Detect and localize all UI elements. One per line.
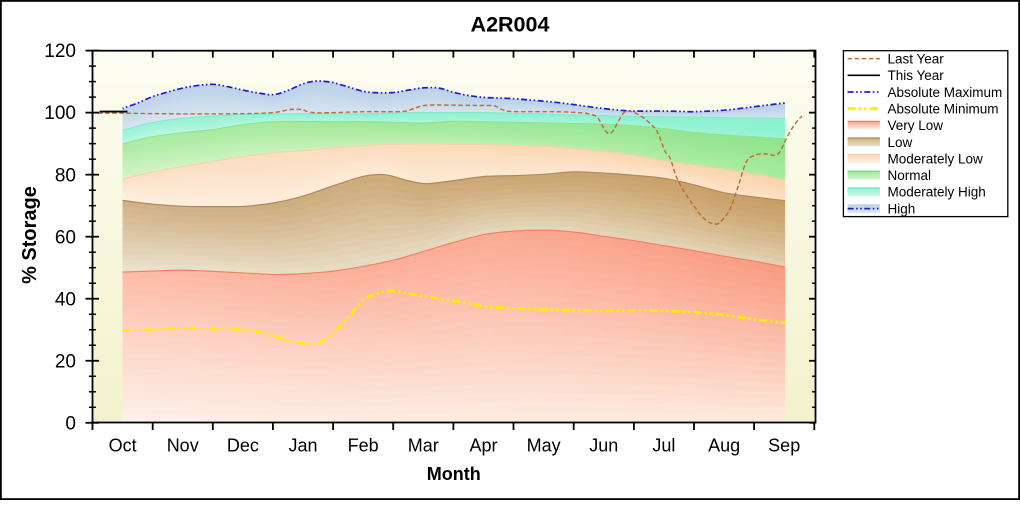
svg-text:Jul: Jul (652, 436, 675, 456)
svg-text:Mar: Mar (408, 436, 439, 456)
svg-text:Absolute Minimum: Absolute Minimum (888, 102, 999, 117)
svg-text:Jan: Jan (288, 436, 317, 456)
svg-text:Absolute Maximum: Absolute Maximum (888, 85, 1003, 100)
svg-text:Normal: Normal (888, 168, 932, 183)
svg-text:0: 0 (65, 413, 76, 434)
svg-text:A2R004: A2R004 (471, 13, 550, 37)
svg-text:Moderately Low: Moderately Low (888, 151, 984, 166)
svg-text:Low: Low (888, 135, 913, 150)
svg-text:Last Year: Last Year (888, 52, 945, 67)
svg-text:Moderately High: Moderately High (888, 185, 986, 200)
svg-text:80: 80 (55, 165, 76, 186)
svg-text:Very Low: Very Low (888, 118, 944, 133)
svg-text:Aug: Aug (708, 436, 740, 456)
svg-text:% Storage: % Storage (19, 186, 41, 284)
svg-text:20: 20 (55, 351, 76, 372)
svg-text:This Year: This Year (888, 68, 945, 83)
svg-text:High: High (888, 201, 916, 216)
svg-text:Sep: Sep (768, 436, 800, 456)
svg-text:Dec: Dec (227, 436, 259, 456)
svg-text:Jun: Jun (589, 436, 618, 456)
svg-text:60: 60 (55, 227, 76, 248)
svg-text:Feb: Feb (348, 436, 379, 456)
svg-text:40: 40 (55, 289, 76, 310)
svg-text:120: 120 (44, 41, 76, 62)
svg-text:Nov: Nov (167, 436, 199, 456)
svg-text:100: 100 (44, 103, 76, 124)
svg-text:May: May (527, 436, 561, 456)
svg-text:Apr: Apr (469, 436, 497, 456)
svg-text:Month: Month (427, 464, 481, 484)
svg-text:Oct: Oct (109, 436, 137, 456)
